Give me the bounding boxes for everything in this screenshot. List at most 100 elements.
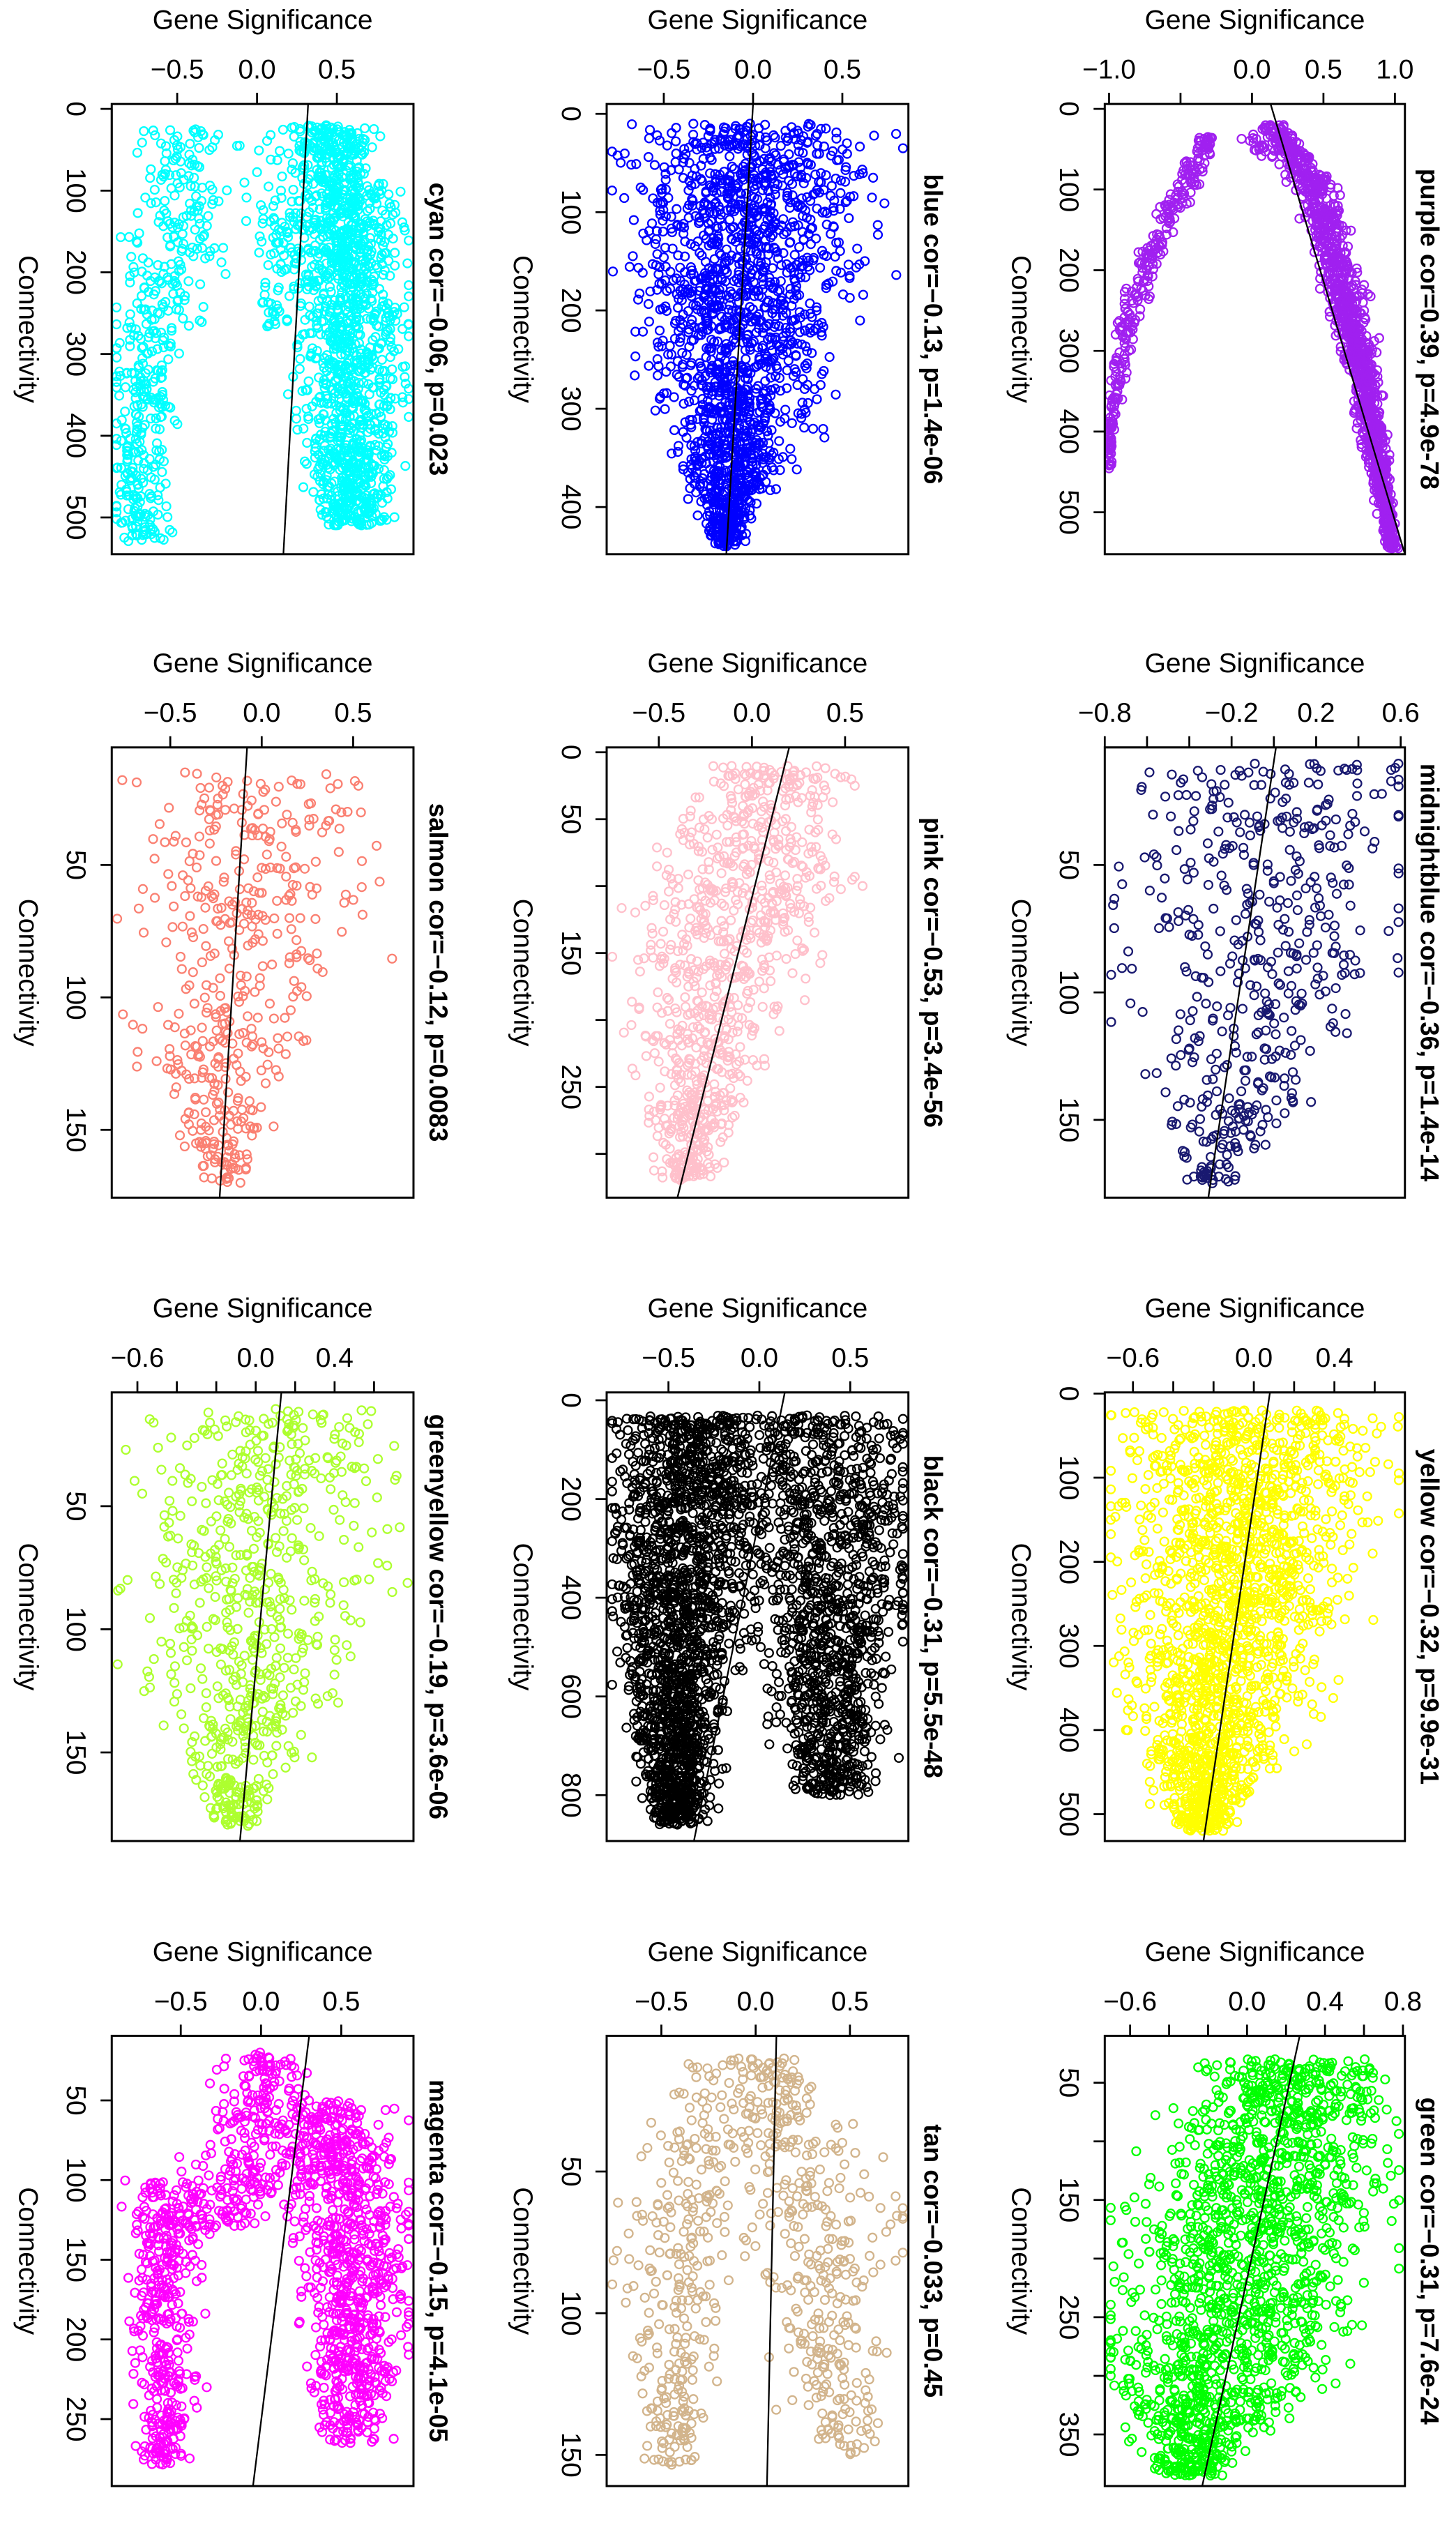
data-point (1238, 135, 1246, 143)
data-point (135, 229, 144, 238)
data-point (843, 139, 851, 148)
data-point (672, 205, 681, 213)
data-point (662, 368, 670, 376)
data-point (673, 370, 681, 379)
y-tick-label: 200 (1054, 248, 1084, 293)
data-point (812, 234, 820, 243)
data-point (184, 277, 192, 285)
panel-title: purple cor=0.39, p=4.9e-78 (1416, 169, 1444, 490)
data-point (800, 423, 808, 432)
data-point (892, 130, 900, 138)
y-tick-label: 400 (61, 413, 91, 458)
module-scatter-figure: Gene Significance−0.5 0.0 0.50100200300400… (0, 0, 1456, 2523)
x-axis-title: Gene Significance (153, 6, 373, 36)
data-point (869, 174, 877, 182)
data-point (853, 245, 861, 253)
data-point (185, 321, 193, 330)
data-point (655, 326, 664, 335)
y-tick-label: 500 (1054, 490, 1084, 535)
data-point (689, 120, 697, 128)
y-tick-label: 400 (1054, 409, 1084, 454)
data-point (892, 271, 900, 279)
data-point (243, 193, 251, 202)
data-point (899, 144, 907, 153)
y-tick-label: 0 (556, 106, 586, 121)
data-point (404, 413, 413, 421)
data-point (811, 170, 819, 179)
data-point (192, 192, 200, 201)
data-point (133, 149, 142, 157)
data-point (1167, 190, 1175, 199)
y-axis-title: Connectivity (508, 255, 538, 403)
data-point (264, 261, 273, 269)
data-point (185, 139, 194, 148)
x-tick-label: −1.0 (1082, 55, 1136, 85)
x-tick-label: 0.0 (238, 55, 276, 85)
data-point (139, 254, 147, 262)
data-point (241, 179, 249, 187)
data-point (292, 407, 301, 415)
data-point (370, 125, 378, 133)
data-point (659, 336, 667, 344)
data-point (396, 188, 404, 196)
data-point (775, 437, 783, 445)
data-point (820, 433, 828, 441)
data-point (630, 216, 638, 225)
data-point (832, 391, 840, 399)
data-point (632, 160, 640, 168)
data-point (781, 406, 789, 414)
data-point (711, 255, 719, 263)
data-point (642, 236, 651, 244)
data-point (801, 361, 810, 370)
data-point (836, 247, 844, 255)
data-point (817, 381, 825, 389)
data-point (844, 261, 853, 269)
data-point (190, 174, 198, 182)
data-point (112, 303, 121, 312)
data-point (147, 199, 156, 207)
data-point (809, 425, 817, 433)
data-point (628, 120, 636, 128)
data-point (285, 292, 294, 301)
data-point (197, 197, 206, 205)
data-point (880, 199, 888, 208)
panel-title-stats: purple cor=0.39, p= (1416, 169, 1444, 403)
x-tick-label: 0.5 (824, 55, 861, 85)
y-tick-label: 0 (1054, 101, 1084, 116)
data-point (366, 204, 374, 213)
data-point (309, 180, 317, 188)
data-point (378, 356, 386, 364)
data-point (166, 126, 174, 135)
data-point (299, 483, 308, 492)
data-point (390, 513, 399, 522)
data-point (121, 383, 130, 391)
data-point (179, 315, 187, 323)
data-point (125, 233, 133, 241)
y-tick-label: 500 (61, 495, 91, 540)
data-point (161, 157, 169, 165)
data-point (195, 144, 204, 152)
data-point (188, 243, 197, 252)
data-point (162, 502, 171, 510)
data-point (644, 362, 653, 370)
data-point (706, 169, 714, 178)
panel-title-stats: blue cor=−0.13, p= (919, 174, 948, 398)
data-point (828, 182, 836, 190)
data-point (645, 134, 653, 142)
data-point (175, 349, 183, 358)
data-point (684, 495, 692, 503)
panel-title: cyan cor=−0.06, p=0.023 (424, 183, 453, 476)
data-point (836, 189, 844, 197)
data-point (112, 354, 121, 362)
data-point (204, 212, 213, 220)
data-point (284, 390, 292, 398)
data-point (694, 511, 702, 520)
data-point (278, 172, 287, 181)
data-point (846, 294, 854, 302)
data-point (778, 261, 786, 269)
data-point (662, 176, 670, 184)
data-point (661, 405, 669, 414)
data-point (363, 207, 372, 215)
y-tick-label: 200 (556, 288, 586, 333)
data-point (296, 365, 304, 373)
